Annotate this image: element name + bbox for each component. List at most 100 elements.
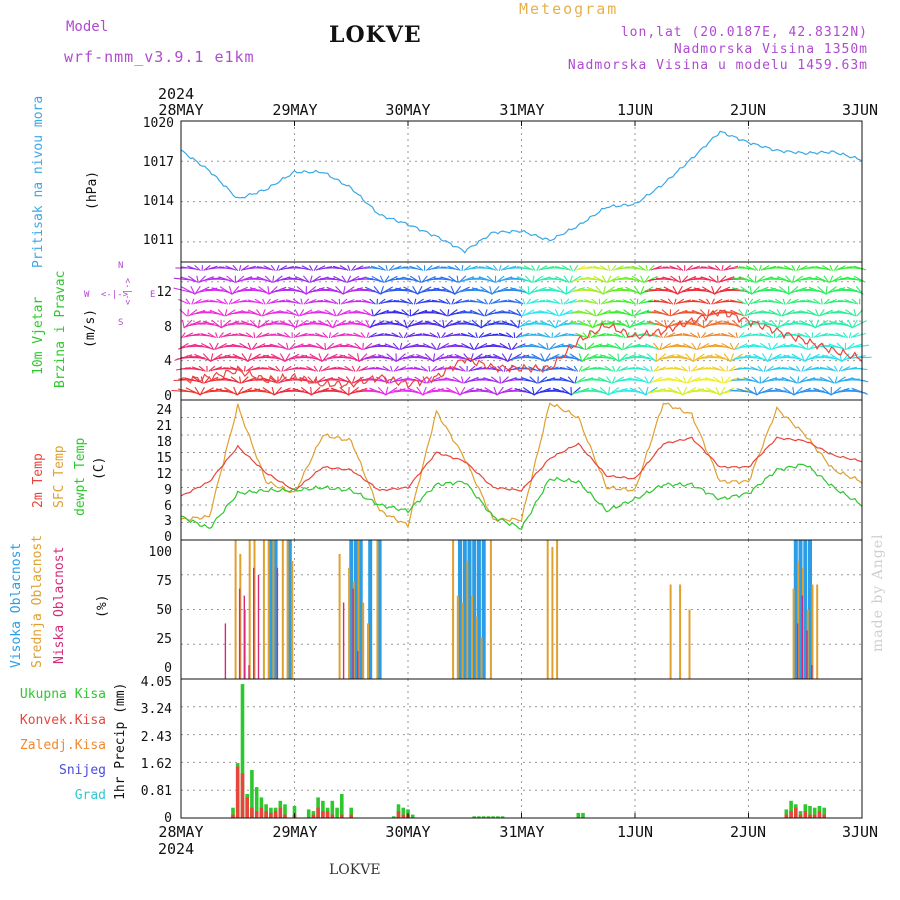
wind-arrow	[531, 353, 545, 362]
tick-label: 18	[156, 435, 172, 450]
wind-arrow	[262, 387, 275, 396]
wind-arrow	[760, 376, 770, 384]
wind-arrow	[338, 298, 341, 305]
precip-ticks: 0 0.81 1.62 2.43 3.24 4.05	[141, 675, 172, 826]
wind-arrow	[224, 309, 228, 317]
wind-arrow	[475, 343, 488, 350]
wind-arrow	[628, 377, 646, 383]
wind-arrow	[356, 353, 360, 362]
cloud-bar	[268, 540, 273, 679]
wind-arrow	[584, 299, 597, 305]
wind-arrow	[622, 299, 634, 305]
wind-ticks: 0 4 8 12	[156, 285, 172, 404]
cloud-bar	[238, 588, 241, 679]
wind-arrow	[685, 353, 694, 362]
precip-bar	[822, 807, 826, 818]
wind-arrow	[528, 298, 539, 305]
precip-bar	[481, 816, 486, 818]
wind-arrow	[752, 333, 768, 337]
precip-bar	[240, 684, 245, 818]
wind-arrow	[418, 275, 422, 283]
wind-arrow	[386, 320, 406, 328]
wind-arrow	[663, 286, 678, 295]
wind-arrow	[499, 376, 502, 384]
wind-arrow	[540, 353, 546, 362]
wind-arrow	[588, 332, 592, 339]
wind-arrow	[523, 265, 534, 271]
temp-ticks: 0 3 6 9 12 15 18 21 24	[156, 403, 172, 545]
wind-arrow	[511, 342, 518, 351]
wind-arrow	[207, 332, 216, 339]
wind-arrow	[545, 299, 559, 304]
precip-bar	[808, 806, 812, 818]
wind-arrow	[851, 387, 868, 395]
wind-arrow	[263, 265, 274, 271]
wind-arrow	[194, 386, 201, 396]
wind-arrow	[377, 265, 386, 271]
cloud-ticks: 0 25 50 75 100	[149, 545, 172, 676]
precip-bar	[235, 766, 240, 818]
wind-arrow	[783, 386, 795, 396]
wind-arrow	[788, 298, 799, 305]
wind-arrow	[198, 365, 206, 372]
wind-arrow	[424, 353, 434, 362]
wind-arrow	[478, 266, 494, 270]
wind-arrow	[379, 275, 385, 283]
wind-arrow	[723, 320, 741, 328]
wind-arrow	[425, 264, 433, 272]
wind-arrow	[705, 367, 721, 371]
wind-arrow	[744, 298, 748, 305]
wind-arrow	[649, 376, 655, 384]
wind-arrow	[445, 377, 461, 383]
temp-2m-line	[180, 436, 863, 497]
wind-arrow	[433, 366, 445, 372]
wind-arrow	[409, 275, 421, 283]
wind-arrow	[659, 342, 663, 351]
wind-arrow	[393, 299, 409, 304]
wind-arrow	[732, 287, 751, 294]
wind-arrow	[310, 275, 321, 283]
wind-arrow	[820, 298, 823, 305]
cloud-bar	[357, 540, 360, 679]
wind-arrow	[339, 354, 359, 361]
wind-arrow	[847, 343, 863, 350]
wind-arrow	[735, 332, 738, 339]
cloud-bar	[816, 584, 819, 679]
wind-arrow	[573, 264, 579, 272]
precip-bar	[245, 797, 249, 818]
wind-arrow	[492, 343, 509, 350]
wind-arrow	[606, 343, 621, 350]
wind-arrow	[328, 332, 332, 339]
cloud-bar	[338, 553, 341, 679]
precip-bar	[321, 811, 325, 818]
wind-arrow	[517, 276, 531, 283]
wind-arrow	[500, 310, 519, 316]
wind-arrow	[478, 276, 494, 283]
wind-arrow	[477, 309, 485, 317]
tick-label: 75	[156, 574, 172, 589]
wind-arrow	[211, 319, 222, 329]
cloud-bar	[272, 540, 275, 679]
wind-arrow	[739, 266, 754, 270]
precip-bar	[269, 812, 273, 818]
precip-bar	[231, 807, 235, 818]
cloud-bar	[803, 540, 808, 679]
wind-arrow	[644, 386, 649, 396]
wind-arrow	[682, 376, 687, 384]
wind-arrow	[785, 275, 793, 283]
wind-arrow	[276, 332, 289, 338]
wind-arrow	[660, 342, 671, 350]
wind-arrow	[305, 298, 317, 305]
wind-arrow	[330, 332, 339, 339]
wind-arrow	[768, 299, 781, 304]
wind-arrow	[808, 286, 826, 295]
wind-arrow	[712, 366, 724, 372]
wind-arrow	[530, 343, 546, 350]
wind-arrow	[680, 365, 689, 372]
wind-arrow	[815, 309, 820, 317]
cloud-bar	[669, 584, 672, 679]
precip-bar	[486, 816, 491, 818]
wind-arrow	[578, 365, 583, 372]
wind-arrow	[719, 365, 726, 372]
